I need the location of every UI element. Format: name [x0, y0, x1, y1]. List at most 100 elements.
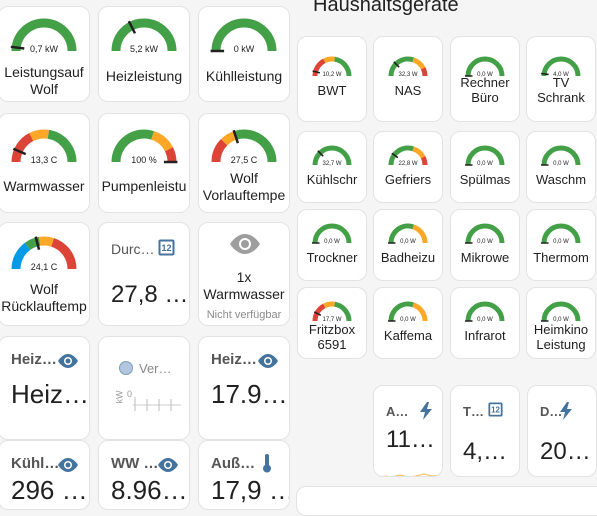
- gauge-card-heizleistung[interactable]: 5,2 kW Heizleistung: [98, 6, 190, 102]
- device-card-spuel[interactable]: 0,0 W Spülmas: [450, 131, 520, 203]
- device-card-mikrowe[interactable]: 0,0 W Mikrowe: [450, 209, 520, 281]
- device-card-infrarot[interactable]: 0,0 W Infrarot: [450, 287, 520, 359]
- gauge-value: 100 %: [131, 155, 157, 165]
- device-card-waschm[interactable]: 0,0 W Waschm: [526, 131, 596, 203]
- gauge-segment: [38, 236, 55, 247]
- gauge-needle: [317, 150, 324, 157]
- gauge-value: 0,0 W: [477, 72, 493, 78]
- next-row-card[interactable]: [296, 486, 597, 516]
- device-card-rechner[interactable]: 0,0 W Rechner Büro: [450, 36, 520, 122]
- sparkline: [381, 473, 441, 476]
- device-card-kaffema[interactable]: 0,0 W Kaffema: [373, 287, 443, 359]
- gauge-value: 24,1 C: [31, 262, 58, 272]
- gauge-label: Warmwasser: [3, 178, 85, 194]
- device-label: Infrarot: [464, 328, 506, 343]
- device-card-gefrier[interactable]: 22,8 W Gefriers: [373, 131, 443, 203]
- device-card-kuehlschrank[interactable]: 32,7 W Kühlschr: [297, 131, 367, 203]
- gauge: 0,0 W: [541, 145, 581, 167]
- gauge-segment: [323, 56, 336, 64]
- gauge-label: Wolf Rücklauftemp: [1, 281, 87, 314]
- gauge-segment: [541, 223, 581, 244]
- eye-icon: [58, 354, 78, 368]
- device-card-badheiz[interactable]: 0,0 W Badheizu: [373, 209, 443, 281]
- gauge-segment: [11, 18, 77, 52]
- gauge: 22,8 W: [388, 145, 428, 167]
- gauge: 0,0 W: [388, 223, 428, 245]
- eye-icon: [230, 234, 260, 254]
- device-card-thermom[interactable]: 0,0 W Thermom: [526, 209, 596, 281]
- entity-name: A…: [386, 404, 409, 419]
- warmwasser-1x-card[interactable]: 1x Warmwasser Nicht verfügbar: [198, 222, 290, 326]
- heiz-entity-card[interactable]: Heiz… Heiz…: [0, 336, 90, 440]
- entity-name: WW …: [111, 455, 159, 472]
- device-card-fritzbox[interactable]: 17,7 W Fritzbox 6591: [297, 287, 367, 359]
- gauge-segment: [11, 133, 34, 163]
- gauge-segment: [211, 18, 277, 52]
- entity-name: T…: [463, 404, 484, 419]
- gauge-needle: [391, 152, 399, 159]
- section-title: Haushaltsgeräte: [313, 0, 459, 16]
- gauge-segment: [412, 224, 428, 244]
- entity-value: 4,…: [463, 438, 508, 465]
- gauge-value: 0,0 W: [553, 239, 569, 245]
- gauge-value: 4,0 W: [553, 72, 569, 78]
- heiz2-entity-card[interactable]: Heiz… 17.9…: [198, 336, 290, 440]
- gauge: 32,7 W: [312, 145, 352, 167]
- device-label: Heimkino Leistung: [533, 322, 589, 353]
- device-label: Fritzbox 6591: [308, 322, 356, 353]
- device-card-bwt[interactable]: 10,2 W BWT: [297, 36, 367, 122]
- gauge-value: 32,7 W: [322, 161, 341, 167]
- gauge-segment: [24, 236, 41, 251]
- entity-value: 296 …: [11, 475, 88, 505]
- device-label: Mikrowe: [460, 250, 510, 265]
- gauge-segment: [164, 147, 177, 163]
- gauge: 5,2 kW: [111, 18, 177, 54]
- gauge-segment: [388, 301, 415, 322]
- gauge-segment: [111, 18, 177, 52]
- circle-icon: [119, 361, 133, 375]
- gauge-segment: [388, 223, 415, 244]
- gauge-value: 0,0 W: [477, 161, 493, 167]
- gauge-segment: [312, 303, 326, 322]
- entity-card-d[interactable]: D… 20…: [527, 385, 597, 477]
- gauge-segment: [11, 242, 31, 270]
- entity-name: Durc…: [111, 241, 155, 257]
- gauge-card-leistung[interactable]: 0,7 kW Leistungsauf Wolf: [0, 6, 90, 102]
- gauge-card-ruecklauf[interactable]: 24,1 C Wolf Rücklauftemp: [0, 222, 90, 326]
- gauge-card-pumpenleistung[interactable]: 100 % Pumpenleistu: [98, 113, 190, 213]
- gauge-card-kuehlleistung[interactable]: 0 kW Kühlleistung: [198, 6, 290, 102]
- gauge: 27,5 C: [211, 129, 277, 165]
- gauge-label: Kühlleistung: [205, 68, 283, 84]
- gauge-segment: [312, 58, 326, 77]
- device-card-trockner[interactable]: 0,0 W Trockner: [297, 209, 367, 281]
- gauge-segment: [541, 145, 581, 166]
- gauge-segment: [334, 301, 352, 322]
- durchfluss-card[interactable]: Durc… 12 27,8 …: [98, 222, 190, 326]
- gauge-value: 0,0 W: [477, 317, 493, 323]
- entity-name: Auß…: [211, 455, 256, 472]
- device-card-heimkino[interactable]: 0,0 W Heimkino Leistung: [526, 287, 596, 359]
- gauge: 0,0 W: [312, 223, 352, 245]
- device-label: Thermom: [533, 250, 589, 265]
- gauge-needle: [10, 45, 25, 50]
- device-card-tv[interactable]: 4,0 W TV Schrank: [526, 36, 596, 122]
- gauge-label: Heizleistung: [105, 68, 183, 84]
- entity-card-t[interactable]: T… 12 4,…: [450, 385, 520, 477]
- gauge: 17,7 W: [312, 301, 352, 323]
- gauge-card-vorlauf[interactable]: 27,5 C Wolf Vorlauftempe: [198, 113, 290, 213]
- gauge-segment: [420, 156, 428, 166]
- gauge: 0,0 W: [465, 223, 505, 245]
- gauge: 13,3 C: [11, 129, 77, 165]
- gauge-value: 0,7 kW: [30, 44, 59, 54]
- device-card-nas[interactable]: 32,3 W NAS: [373, 36, 443, 122]
- graph: [133, 397, 181, 411]
- gauge-segment: [465, 223, 505, 244]
- entity-card-a[interactable]: A… 11…: [373, 385, 443, 477]
- gauge-card-warmwasser[interactable]: 13,3 C Warmwasser: [0, 113, 90, 213]
- entity-name: D…: [540, 404, 563, 419]
- svg-text:12: 12: [491, 406, 500, 415]
- gauge: 24,1 C: [11, 236, 77, 272]
- counter-icon: 12: [488, 402, 503, 417]
- verbrauch-graph-card[interactable]: Ver… kW 0: [98, 336, 190, 440]
- gauge-segment: [111, 129, 155, 163]
